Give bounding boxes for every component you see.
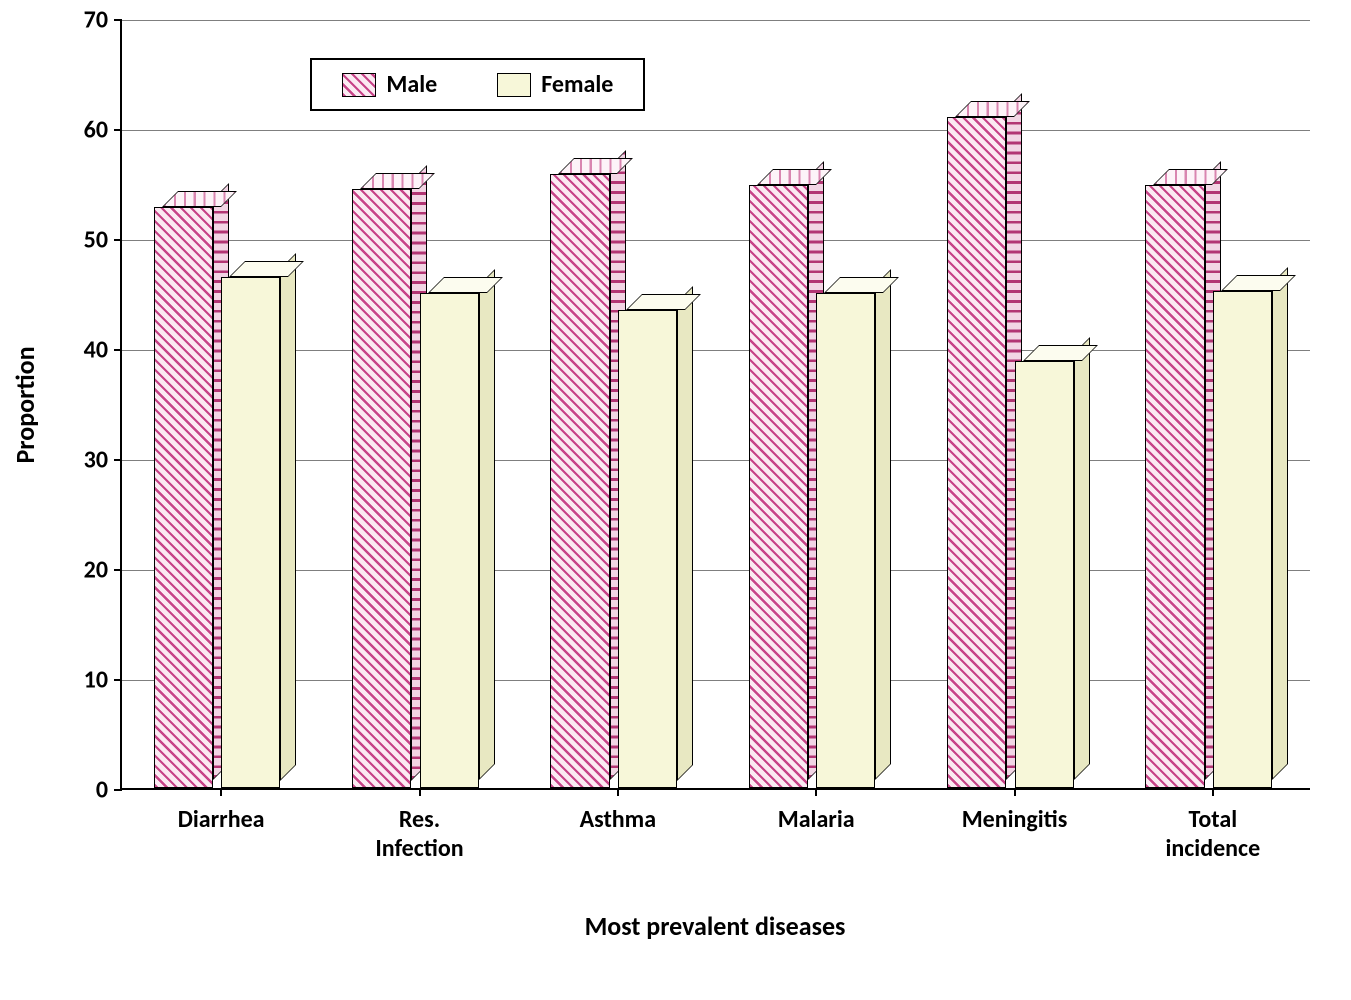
category-label: Asthma bbox=[519, 788, 717, 835]
bar-male bbox=[1145, 185, 1204, 788]
y-tick-mark bbox=[114, 569, 122, 571]
category-label: Meningitis bbox=[915, 788, 1113, 835]
bar-female bbox=[816, 293, 875, 788]
x-axis-title: Most prevalent diseases bbox=[585, 910, 846, 942]
chart-container: 010203040506070DiarrheaRes. InfectionAst… bbox=[0, 0, 1351, 1000]
legend-label: Male bbox=[386, 70, 437, 99]
y-tick-mark bbox=[114, 349, 122, 351]
bar-female bbox=[1015, 361, 1074, 788]
bar-female bbox=[618, 310, 677, 789]
bar-female bbox=[1213, 291, 1272, 788]
bar-male bbox=[352, 189, 411, 789]
legend: Male Female bbox=[310, 58, 645, 111]
y-tick-mark bbox=[114, 129, 122, 131]
bar-male bbox=[154, 207, 213, 788]
legend-swatch bbox=[342, 73, 376, 97]
category-label: Res. Infection bbox=[320, 788, 518, 864]
y-tick-mark bbox=[114, 239, 122, 241]
legend-swatch bbox=[497, 73, 531, 97]
y-tick-mark bbox=[114, 789, 122, 791]
gridline bbox=[122, 20, 1310, 21]
category-label: Diarrhea bbox=[122, 788, 320, 835]
gridline bbox=[122, 240, 1310, 241]
gridline bbox=[122, 570, 1310, 571]
gridline bbox=[122, 460, 1310, 461]
y-tick-mark bbox=[114, 19, 122, 21]
y-tick-mark bbox=[114, 459, 122, 461]
legend-label: Female bbox=[541, 70, 613, 99]
gridline bbox=[122, 680, 1310, 681]
bar-male bbox=[550, 174, 609, 788]
legend-entry: Male bbox=[342, 70, 437, 99]
bar-male bbox=[749, 185, 808, 788]
category-label: Malaria bbox=[717, 788, 915, 835]
category-label: Total incidence bbox=[1114, 788, 1312, 864]
bar-male bbox=[947, 117, 1006, 788]
legend-entry: Female bbox=[497, 70, 613, 99]
y-tick-mark bbox=[114, 679, 122, 681]
gridline bbox=[122, 130, 1310, 131]
bar-female bbox=[420, 293, 479, 788]
gridline bbox=[122, 350, 1310, 351]
y-axis-title: Proportion bbox=[9, 346, 41, 463]
bar-female bbox=[221, 277, 280, 789]
plot-area: 010203040506070DiarrheaRes. InfectionAst… bbox=[120, 20, 1310, 790]
